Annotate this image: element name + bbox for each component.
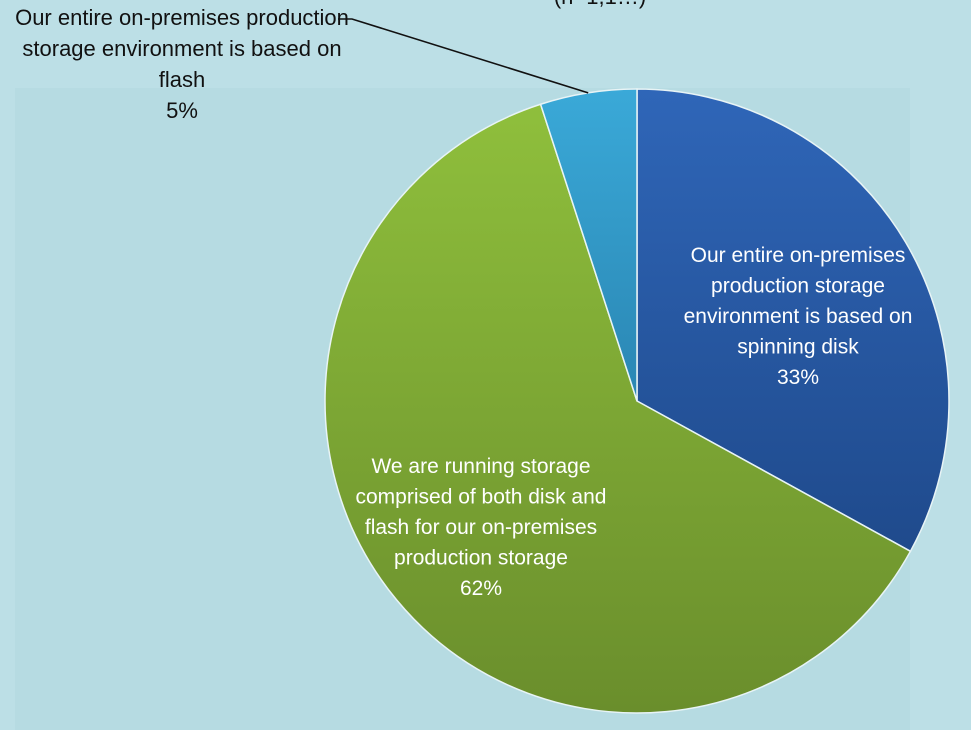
slice-percent-label: 62% <box>460 577 502 600</box>
slice-label-line: production storage <box>394 547 568 570</box>
slice-percent-label: 33% <box>777 366 819 389</box>
slice-label-line: flash <box>159 67 205 92</box>
slice-label-line: storage environment is based on <box>22 36 341 61</box>
slice-label-3: Our entire on-premises production storage… <box>15 5 349 123</box>
slice-label-line: environment is based on <box>684 305 913 328</box>
slice-label-line: comprised of both disk and <box>356 486 607 509</box>
slice-percent-label: 5% <box>166 98 198 123</box>
slice-label-line: Our entire on-premises production <box>15 5 349 30</box>
slice-label-line: spinning disk <box>737 336 859 359</box>
pie-slice-1 <box>636 88 950 553</box>
slice-label-line: We are running storage <box>371 455 590 478</box>
slice-label-line: Our entire on-premises <box>691 244 906 267</box>
slice-label-2: We are running storage comprised of both … <box>356 455 607 600</box>
slice-label-line: production storage <box>711 275 885 298</box>
pie-slice-2 <box>324 103 912 714</box>
callout-leader-line <box>338 18 589 94</box>
slice-label-line: flash for our on-premises <box>365 516 597 539</box>
chart-title: (n=1,1…) <box>554 0 646 9</box>
pie-slice-3 <box>539 88 638 402</box>
slice-label-1: Our entire on-premises production storage… <box>684 244 913 389</box>
